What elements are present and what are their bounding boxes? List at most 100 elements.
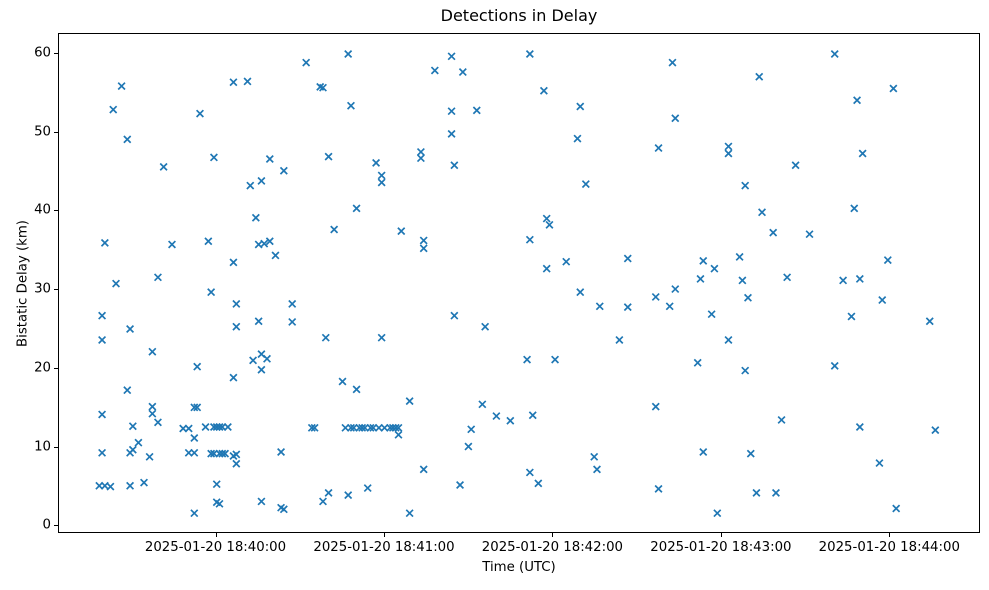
data-point (405, 397, 414, 406)
data-point (525, 50, 534, 59)
data-point (134, 438, 143, 447)
data-point (377, 178, 386, 187)
data-point (456, 481, 465, 489)
data-point (397, 227, 406, 236)
data-point (126, 448, 135, 457)
data-point (112, 279, 121, 288)
data-point (419, 244, 428, 253)
data-point (472, 106, 481, 115)
data-point (148, 409, 157, 418)
x-tick-mark (384, 533, 385, 537)
data-point (450, 311, 459, 320)
data-point (148, 402, 157, 411)
data-point (777, 415, 786, 424)
data-point (707, 310, 716, 319)
data-point (791, 161, 800, 170)
data-point (193, 403, 202, 412)
data-point (562, 257, 571, 266)
data-point (743, 293, 752, 302)
data-point (416, 154, 425, 163)
data-point (363, 484, 372, 493)
data-point (123, 386, 132, 395)
y-tick-label: 20 (34, 360, 51, 376)
data-point (542, 264, 551, 273)
data-point (207, 288, 216, 297)
data-point (593, 465, 601, 474)
data-point (204, 237, 213, 246)
data-point (263, 354, 271, 363)
data-point (394, 430, 403, 439)
data-point (853, 96, 862, 105)
data-point (464, 442, 473, 451)
data-point (106, 482, 115, 491)
data-point (830, 50, 839, 59)
data-point (277, 448, 286, 457)
data-point (358, 423, 367, 432)
data-point (391, 423, 400, 432)
data-point (251, 213, 260, 222)
chart-title: Detections in Delay (440, 6, 598, 25)
x-tick-label: 2025-01-20 18:40:00 (144, 540, 287, 555)
plot-area (58, 33, 980, 533)
data-point (221, 449, 230, 458)
data-point (195, 109, 204, 118)
data-point (623, 303, 632, 312)
data-point (741, 366, 750, 375)
data-point (419, 465, 428, 474)
y-tick-mark (54, 289, 58, 291)
data-point (310, 423, 319, 432)
y-tick-label: 10 (34, 439, 51, 454)
data-point (209, 153, 218, 162)
data-point (755, 72, 764, 81)
data-point (201, 423, 210, 432)
data-point (724, 335, 733, 344)
y-tick-mark (54, 446, 58, 448)
data-point (665, 302, 674, 311)
data-point (344, 50, 353, 59)
data-point (738, 276, 747, 285)
data-point (654, 144, 663, 153)
x-axis-label: Time (UTC) (482, 560, 556, 575)
data-point (590, 452, 599, 461)
data-point (419, 236, 428, 245)
data-point (741, 181, 750, 190)
data-point (260, 239, 269, 248)
y-axis-label: Bistatic Delay (km) (15, 220, 31, 347)
data-point (878, 296, 887, 305)
data-point (288, 317, 297, 326)
data-point (148, 347, 157, 356)
data-point (257, 497, 266, 506)
data-point (693, 358, 702, 367)
y-tick-mark (54, 367, 58, 369)
data-point (394, 423, 403, 432)
x-tick-mark (215, 533, 217, 537)
data-point (271, 251, 280, 260)
data-point (481, 322, 490, 331)
data-point (190, 448, 199, 457)
data-point (542, 214, 551, 223)
data-point (805, 230, 814, 239)
data-point (528, 411, 537, 420)
data-point (117, 82, 126, 91)
data-point (159, 162, 168, 171)
data-point (98, 311, 107, 320)
x-tick-label: 2025-01-20 18:41:00 (313, 540, 455, 555)
data-point (447, 107, 456, 116)
data-point (190, 433, 199, 442)
data-point (229, 258, 238, 267)
data-point (892, 504, 901, 513)
data-point (215, 423, 224, 432)
data-point (218, 449, 227, 458)
x-tick-label: 2025-01-20 18:43:00 (650, 540, 792, 555)
data-point (207, 449, 216, 458)
data-point (713, 509, 722, 518)
data-point (551, 355, 560, 364)
data-point (783, 273, 792, 282)
data-point (265, 237, 274, 246)
data-point (651, 402, 660, 411)
data-point (246, 181, 255, 190)
data-point (523, 355, 532, 364)
data-point (447, 52, 456, 61)
data-point (324, 152, 333, 161)
y-tick-mark (54, 525, 58, 527)
